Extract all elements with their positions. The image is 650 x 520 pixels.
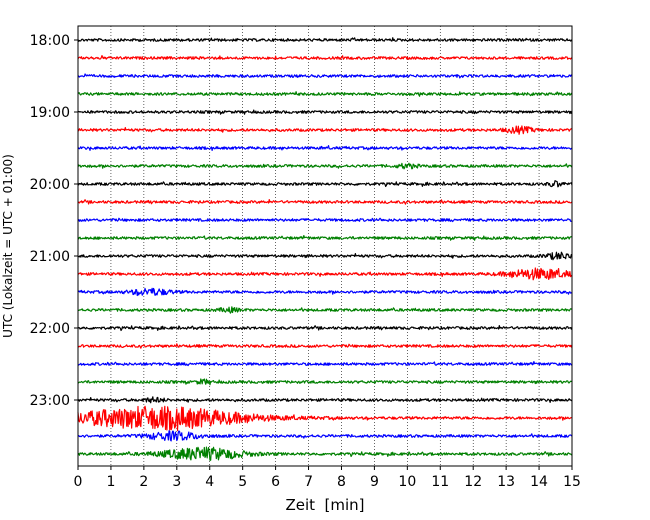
trace-1945	[77, 162, 573, 170]
x-tick-label: 0	[74, 474, 83, 490]
trace-2300	[77, 396, 573, 404]
x-tick-label: 3	[172, 474, 181, 490]
x-axis-ticks: 0 1 2 3 4 5 6 7 8 9 10 11 12 13 14 15	[74, 466, 581, 490]
x-tick-label: 15	[563, 474, 581, 490]
trace-2000	[77, 180, 573, 188]
x-tick-label: 9	[370, 474, 379, 490]
y-tick-label: 19:00	[30, 105, 70, 121]
trace-1915	[77, 125, 573, 135]
trace-1830	[77, 73, 573, 79]
x-tick-label: 8	[337, 474, 346, 490]
trace-1800	[77, 37, 573, 42]
plot-frame	[77, 25, 573, 467]
x-tick-label: 1	[106, 474, 115, 490]
trace-2245	[77, 378, 573, 386]
x-tick-label: 13	[497, 474, 515, 490]
trace-2345	[77, 446, 573, 461]
trace-2015	[77, 199, 573, 205]
trace-1815	[77, 54, 573, 61]
y-tick-label: 22:00	[30, 321, 70, 337]
y-tick-label: 21:00	[30, 249, 70, 265]
y-tick-label: 18:00	[30, 33, 70, 49]
y-tick-label: 20:00	[30, 177, 70, 193]
x-tick-label: 7	[304, 474, 313, 490]
trace-2230	[77, 360, 573, 367]
x-tick-label: 11	[431, 474, 449, 490]
trace-2330	[77, 430, 573, 442]
minute-grid	[110, 26, 540, 466]
x-tick-label: 5	[238, 474, 247, 490]
trace-2130	[77, 287, 573, 297]
trace-2145	[77, 306, 573, 314]
trace-1930	[77, 145, 573, 152]
x-tick-label: 4	[205, 474, 214, 490]
y-tick-label: 23:00	[30, 393, 70, 409]
trace-1900	[77, 109, 573, 115]
trace-2200	[77, 325, 573, 332]
x-tick-label: 10	[398, 474, 416, 490]
trace-2115	[77, 267, 573, 281]
seismogram-traces	[77, 37, 573, 461]
x-tick-label: 2	[139, 474, 148, 490]
trace-2045	[77, 234, 573, 241]
x-tick-label: 12	[464, 474, 482, 490]
trace-2315	[77, 405, 573, 432]
trace-1845	[77, 91, 573, 97]
x-tick-label: 14	[530, 474, 548, 490]
y-axis-title: UTC (Lokalzeit = UTC + 01:00)	[1, 154, 15, 338]
x-axis-title: Zeit [min]	[285, 496, 364, 514]
trace-2100	[77, 251, 573, 261]
x-tick-label: 6	[271, 474, 280, 490]
y-axis-ticks: 18:00 19:00 20:00 21:00 22:00 23:00	[30, 33, 78, 409]
trace-2030	[77, 217, 572, 223]
trace-2215	[77, 343, 573, 349]
